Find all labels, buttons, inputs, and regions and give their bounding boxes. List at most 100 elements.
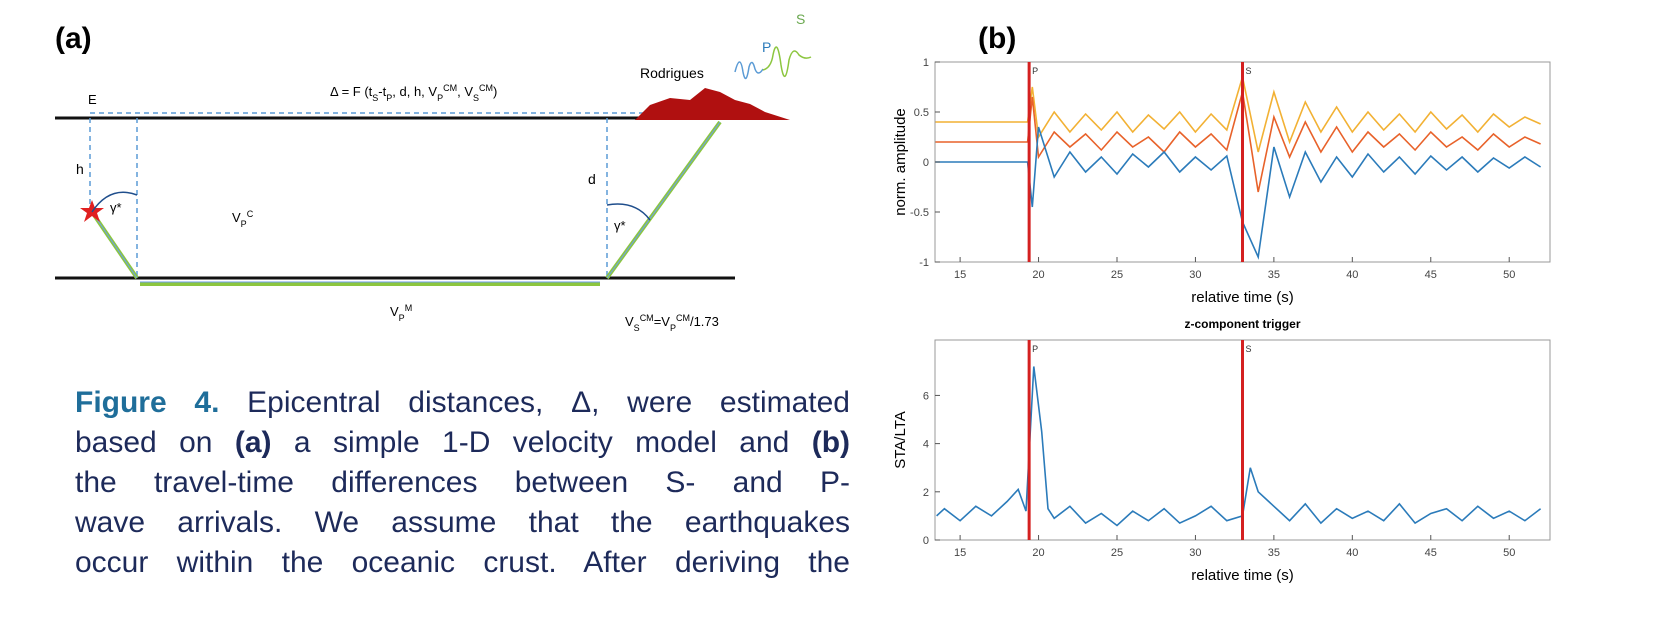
text-part: , V [457, 84, 473, 99]
text-part: CM [676, 313, 690, 323]
caption-line: Figure 4. Epicentral distances, Δ, were … [75, 383, 850, 423]
x-tick-label: 25 [1111, 269, 1123, 281]
x-tick-label: 35 [1268, 269, 1280, 281]
y-tick-label: 0 [923, 157, 929, 169]
pick-label: S [1246, 344, 1252, 354]
text-part: P [670, 323, 676, 333]
text-part: CM [443, 83, 457, 93]
text-part: Δ = F (t [330, 84, 373, 99]
label: h [76, 161, 84, 177]
x-tick-label: 30 [1189, 547, 1201, 559]
pick-label: S [1246, 66, 1252, 76]
caption: Figure 4. Epicentral distances, Δ, were … [75, 383, 850, 583]
x-tick-label: 25 [1111, 547, 1123, 559]
x-tick-label: 50 [1503, 269, 1515, 281]
ray-path [91, 121, 721, 283]
text-part: V [232, 210, 241, 225]
panel-label: (b) [978, 22, 1016, 55]
text-part: M [405, 303, 413, 313]
label: VPC [232, 209, 254, 229]
caption-line: occur within the oceanic crust. After de… [75, 543, 850, 583]
ray-path [90, 120, 722, 286]
text-part: C [247, 209, 254, 219]
label: γ* [110, 200, 122, 215]
label: Rodrigues [640, 65, 704, 81]
caption-text: the travel-time differences between S- a… [75, 466, 850, 499]
x-tick-label: 15 [954, 269, 966, 281]
caption-text: Epicentral distances, Δ, were estimated [219, 386, 850, 419]
x-axis-label: relative time (s) [1191, 567, 1294, 584]
trace [935, 76, 1541, 153]
text-part: S [372, 93, 378, 103]
s-wave-icon [762, 46, 812, 77]
x-tick-label: 40 [1346, 547, 1358, 559]
text-part: P [241, 219, 247, 229]
text-part: V [625, 314, 634, 329]
label: P [762, 39, 771, 55]
text-part: =V [654, 314, 671, 329]
angle-arc [606, 203, 651, 221]
text-part: P [399, 313, 405, 323]
x-tick-label: 30 [1189, 269, 1201, 281]
trace [935, 91, 1541, 193]
y-axis-label: norm. amplitude [892, 108, 909, 216]
x-tick-label: 20 [1032, 547, 1044, 559]
text-part: CM [479, 83, 493, 93]
y-tick-label: 6 [923, 390, 929, 402]
text-part: ) [493, 84, 497, 99]
text-part: S [634, 323, 640, 333]
label: VSCM=VPCM/1.73 [625, 313, 719, 333]
y-tick-label: -1 [919, 257, 929, 269]
caption-text: (a) [234, 426, 272, 459]
y-tick-label: 1 [923, 57, 929, 69]
y-tick-label: 4 [923, 439, 929, 451]
p-wave-icon [734, 61, 764, 80]
label: E [88, 92, 97, 107]
label: VPM [390, 303, 412, 323]
panel-label: (a) [55, 22, 92, 55]
caption-text: wave arrivals. We assume that the earthq… [75, 506, 850, 539]
x-tick-label: 15 [954, 547, 966, 559]
caption-text: based on [75, 426, 235, 459]
caption-line: based on (a) a simple 1-D velocity model… [75, 423, 850, 463]
text-part: P [437, 93, 443, 103]
y-tick-label: 2 [923, 487, 929, 499]
island [635, 88, 790, 120]
x-tick-label: 35 [1268, 547, 1280, 559]
formula: Δ = F (tS-tP, d, h, VPCM, VSCM) [330, 83, 497, 103]
text-part: S [473, 93, 479, 103]
y-axis-label: STA/LTA [892, 411, 909, 469]
x-tick-label: 45 [1425, 547, 1437, 559]
chart-title: z-component trigger [1185, 317, 1301, 331]
text-part: , d, h, V [392, 84, 437, 99]
caption-text: a simple 1-D velocity model and [271, 426, 812, 459]
caption-line: the travel-time differences between S- a… [75, 463, 850, 503]
caption-text: (b) [811, 426, 851, 459]
trace [936, 366, 1542, 527]
text-part: /1.73 [690, 314, 719, 329]
caption-text: occur within the oceanic crust. After de… [75, 546, 850, 579]
text-part: -t [378, 84, 386, 99]
pick-label: P [1032, 344, 1038, 354]
trace [935, 126, 1542, 260]
angle-arc [91, 191, 138, 213]
x-tick-label: 40 [1346, 269, 1358, 281]
x-tick-label: 50 [1503, 547, 1515, 559]
caption-line: wave arrivals. We assume that the earthq… [75, 503, 850, 543]
label: d [588, 171, 596, 187]
caption-text: Figure 4. [75, 386, 220, 419]
pick-label: P [1032, 66, 1038, 76]
text-part: V [390, 304, 399, 319]
x-tick-label: 20 [1032, 269, 1044, 281]
y-tick-label: -0.5 [910, 207, 929, 219]
x-axis-label: relative time (s) [1191, 289, 1294, 306]
y-tick-label: 0 [923, 535, 929, 547]
label: S [796, 11, 805, 27]
y-tick-label: 0.5 [914, 107, 929, 119]
text-part: P [386, 93, 392, 103]
text-part: CM [640, 313, 654, 323]
x-tick-label: 45 [1425, 269, 1437, 281]
label: γ* [614, 218, 626, 233]
